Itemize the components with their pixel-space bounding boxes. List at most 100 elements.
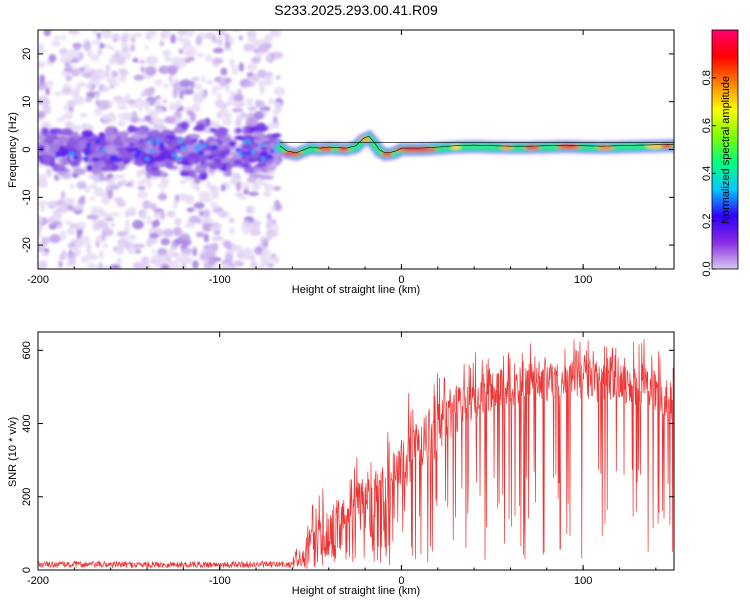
noise-blob <box>222 117 233 126</box>
noise-blob <box>225 167 232 177</box>
noise-blob <box>270 206 277 212</box>
noise-blob <box>233 93 244 102</box>
noise-blob <box>83 156 89 161</box>
noise-blob <box>38 133 45 142</box>
noise-blob <box>148 148 154 153</box>
noise-blob <box>173 86 178 94</box>
noise-blob <box>121 45 130 54</box>
noise-blob <box>78 67 85 72</box>
noise-blob <box>60 191 66 199</box>
noise-blob <box>265 220 273 231</box>
noise-blob <box>38 262 43 269</box>
noise-blob <box>80 195 86 201</box>
noise-blob <box>243 81 255 88</box>
noise-blob <box>192 102 201 113</box>
noise-blob <box>68 30 80 35</box>
noise-blob <box>258 44 270 54</box>
noise-blob <box>195 144 201 148</box>
ridge-hotspot <box>380 151 393 157</box>
noise-blob <box>49 128 57 135</box>
noise-blob <box>38 110 46 119</box>
colorbar-tick-label: 0.8 <box>701 70 713 85</box>
noise-blob <box>67 146 77 152</box>
noise-blob <box>246 30 257 38</box>
noise-blob <box>38 174 47 182</box>
noise-blob <box>238 152 243 157</box>
noise-blob <box>105 149 119 155</box>
noise-blob <box>62 105 70 111</box>
noise-blob <box>178 234 191 243</box>
noise-blob <box>115 55 126 66</box>
noise-blob <box>209 184 217 194</box>
noise-blob <box>79 113 89 118</box>
noise-blob <box>48 142 60 153</box>
noise-blob <box>47 200 58 210</box>
noise-blob <box>38 60 46 69</box>
noise-blob <box>233 244 243 251</box>
noise-blob <box>193 91 205 102</box>
noise-blob <box>146 215 152 220</box>
noise-blob <box>67 242 76 249</box>
noise-blob <box>109 185 121 190</box>
noise-blob <box>275 75 281 80</box>
noise-blob <box>98 249 105 260</box>
noise-blob <box>127 206 137 214</box>
noise-blob <box>233 159 242 166</box>
noise-blob <box>162 228 175 238</box>
x-tick-label: 100 <box>574 575 592 587</box>
noise-blob <box>108 112 115 120</box>
snr-y-axis-label: SNR (10 * v/v) <box>7 417 19 487</box>
noise-blob <box>194 83 202 90</box>
noise-blob <box>140 66 145 73</box>
noise-blob <box>149 109 156 116</box>
noise-blob <box>157 182 169 189</box>
noise-blob <box>254 180 267 186</box>
noise-blob <box>160 210 165 221</box>
noise-blob <box>76 221 87 230</box>
noise-blob <box>45 167 52 177</box>
y-tick-label: -10 <box>21 189 33 205</box>
noise-blob <box>96 32 102 39</box>
noise-blob <box>111 82 120 87</box>
noise-blob <box>116 105 129 111</box>
noise-blob <box>73 168 86 175</box>
noise-blob <box>119 136 132 144</box>
noise-blob <box>191 183 199 190</box>
noise-blob <box>265 164 277 172</box>
noise-blob <box>228 227 235 235</box>
noise-blob <box>179 147 190 157</box>
noise-blob <box>124 210 130 218</box>
noise-blob <box>211 236 224 241</box>
noise-blob <box>184 194 194 205</box>
noise-blob <box>192 260 199 269</box>
noise-blob <box>85 242 92 249</box>
noise-blob <box>76 148 83 155</box>
noise-blob <box>266 254 273 262</box>
noise-blob <box>234 135 244 141</box>
noise-blob <box>91 182 97 190</box>
noise-blob <box>272 116 278 124</box>
noise-blob <box>38 242 43 250</box>
noise-blob <box>91 167 102 175</box>
noise-blob <box>68 258 77 265</box>
noise-blob <box>179 79 192 87</box>
noise-blob <box>132 219 144 230</box>
noise-blob <box>138 142 146 150</box>
noise-blob <box>56 223 63 229</box>
noise-blob <box>112 155 118 160</box>
x-tick-label: -200 <box>27 575 49 587</box>
noise-blob <box>252 167 262 173</box>
noise-blob <box>179 179 187 185</box>
noise-blob <box>122 142 130 147</box>
noise-blob <box>183 106 195 112</box>
noise-blob <box>98 211 108 217</box>
noise-blob <box>255 51 263 59</box>
noise-blob <box>196 52 205 58</box>
noise-blob <box>125 147 134 153</box>
noise-blob <box>85 142 91 147</box>
noise-blob <box>109 264 121 269</box>
noise-blob <box>140 100 151 107</box>
noise-blob <box>213 129 228 138</box>
noise-blob <box>153 118 165 126</box>
